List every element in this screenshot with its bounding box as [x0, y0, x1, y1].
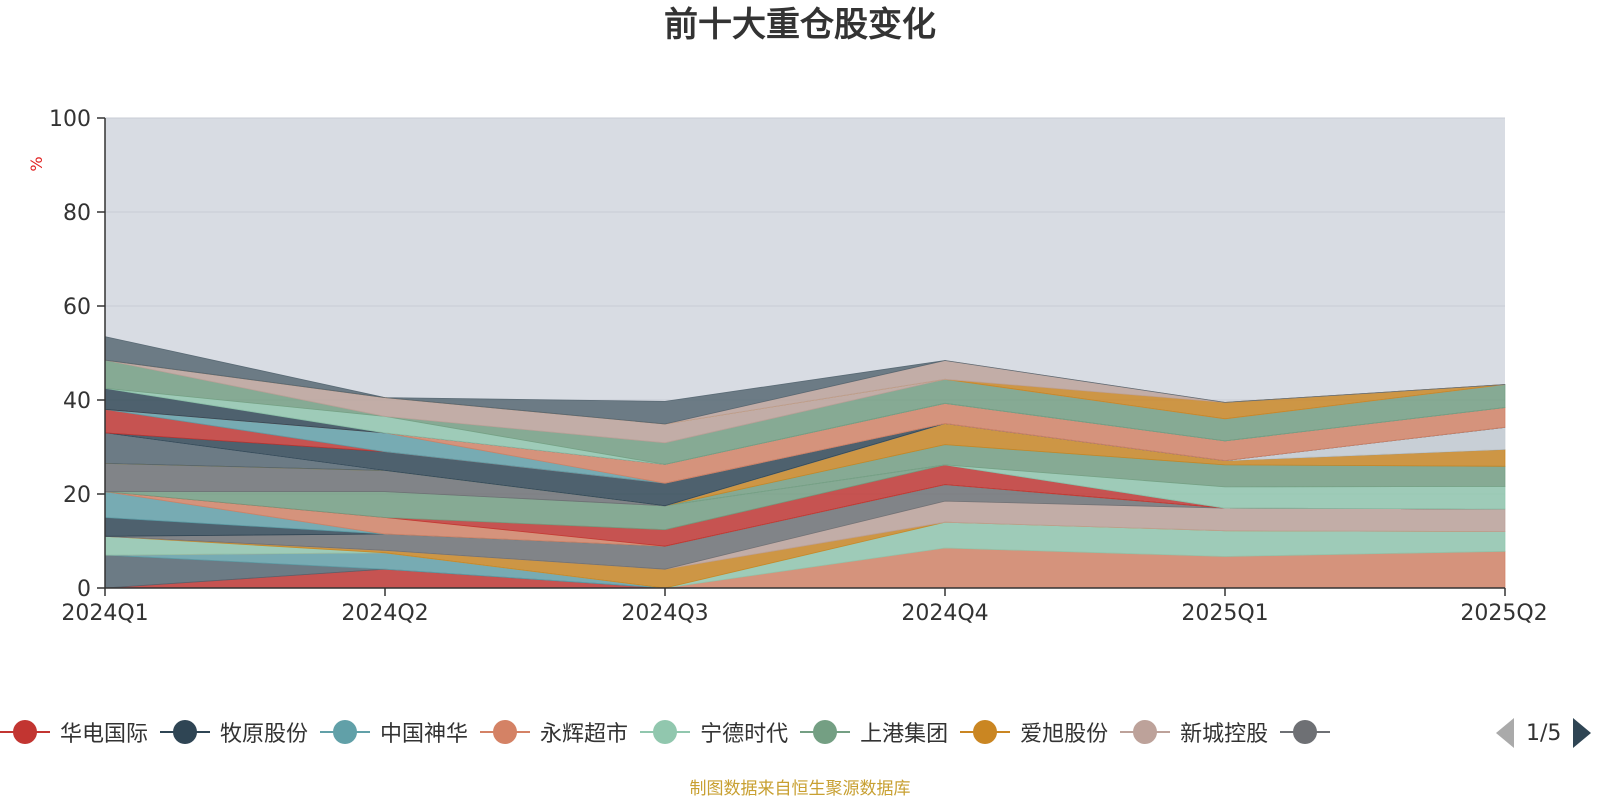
- legend-label: 宁德时代: [700, 722, 789, 747]
- y-tick-label: 40: [63, 389, 91, 414]
- series-layer: [104, 336, 1506, 589]
- legend-swatch: [160, 719, 211, 745]
- y-tick-label: 20: [63, 483, 91, 508]
- legend-item[interactable]: 牧原股份: [160, 712, 308, 752]
- y-axis-label: %: [27, 156, 46, 171]
- legend-item[interactable]: 上港集团: [800, 712, 948, 752]
- x-tick-label: 2024Q2: [341, 601, 428, 626]
- x-tick-label: 2025Q2: [1460, 601, 1547, 626]
- legend-item[interactable]: [1280, 712, 1340, 752]
- source-note: 制图数据来自恒生聚源数据库: [689, 779, 911, 799]
- axes: 0 20 40 60 80 100 2024Q1 2024Q2 2024Q3 2024Q4 2025…: [49, 107, 1548, 626]
- legend-label: 爱旭股份: [1020, 722, 1109, 747]
- y-tick-label: 80: [63, 201, 91, 226]
- legend-swatch: [960, 719, 1011, 745]
- x-tick-label: 2024Q4: [901, 601, 988, 626]
- legend-next-icon[interactable]: [1573, 718, 1592, 748]
- legend-swatch: [480, 719, 531, 745]
- x-tick-label: 2024Q3: [621, 601, 708, 626]
- x-tick-label: 2025Q1: [1181, 601, 1268, 626]
- legend-item[interactable]: 新城控股: [1120, 712, 1268, 752]
- legend-label: 牧原股份: [220, 722, 309, 747]
- legend-item[interactable]: 永辉超市: [480, 712, 628, 752]
- legend-item[interactable]: 华电国际: [0, 712, 148, 752]
- series-area: [104, 336, 1506, 425]
- legend-pager: 1/5: [1496, 718, 1592, 748]
- legend-item[interactable]: 宁德时代: [640, 712, 788, 752]
- legend-swatch: [1120, 719, 1171, 745]
- y-tick-label: 60: [63, 295, 91, 320]
- legend-prev-icon[interactable]: [1496, 718, 1514, 748]
- legend-label: 中国神华: [380, 722, 469, 747]
- legend-item[interactable]: 爱旭股份: [960, 712, 1108, 752]
- x-tick-label: 2024Q1: [61, 601, 148, 626]
- y-tick-label: 100: [49, 107, 91, 132]
- chart-title: 前十大重仓股变化: [664, 5, 936, 45]
- legend-swatch: [800, 719, 851, 745]
- y-tick-label: 0: [77, 577, 91, 602]
- legend-swatch: [1280, 719, 1331, 745]
- legend-swatch: [320, 719, 371, 745]
- legend-label: 华电国际: [60, 722, 149, 747]
- legend-label: 永辉超市: [540, 722, 629, 747]
- legend-swatch: [0, 719, 50, 745]
- legend-label: 新城控股: [1180, 722, 1269, 747]
- legend: 华电国际 牧原股份 中国神华 永辉超市 宁德时代 上港集团 爱旭股份 新城控股: [0, 712, 1485, 752]
- legend-page-indicator: 1/5: [1526, 720, 1562, 746]
- legend-item[interactable]: 中国神华: [320, 712, 468, 752]
- legend-label: 上港集团: [860, 722, 949, 747]
- legend-swatch: [640, 719, 691, 745]
